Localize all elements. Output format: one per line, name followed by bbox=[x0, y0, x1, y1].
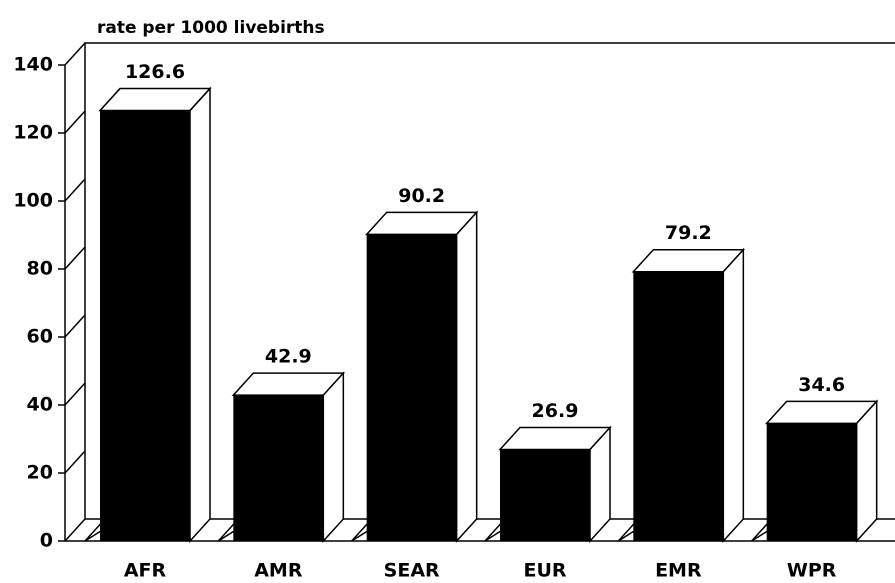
x-tick-label: EUR bbox=[523, 560, 566, 582]
tick-diagonal bbox=[64, 246, 86, 270]
bar-side bbox=[455, 210, 478, 543]
y-tick-label: 120 bbox=[13, 122, 53, 144]
tick-diagonal bbox=[64, 178, 86, 202]
bar bbox=[766, 423, 857, 541]
value-label: 42.9 bbox=[265, 346, 312, 368]
x-tick-label: AMR bbox=[254, 560, 303, 582]
axis-title: rate per 1000 livebirths bbox=[97, 18, 325, 38]
bar bbox=[500, 449, 590, 541]
value-label: 79.2 bbox=[665, 222, 712, 244]
bar bbox=[100, 110, 190, 541]
value-label: 26.9 bbox=[532, 400, 579, 422]
bar-side bbox=[855, 399, 878, 543]
bar bbox=[233, 395, 324, 541]
y-tick-label: 140 bbox=[13, 54, 53, 76]
tick-diagonal bbox=[64, 110, 86, 134]
x-tick-label: EMR bbox=[655, 560, 702, 582]
y-tick-label: 40 bbox=[27, 394, 53, 416]
bar-side bbox=[322, 371, 345, 543]
tick-diagonal bbox=[64, 518, 86, 542]
y-tick-label: 0 bbox=[40, 530, 53, 552]
y-tick-label: 60 bbox=[27, 326, 53, 348]
value-label: 34.6 bbox=[798, 374, 845, 396]
tick-diagonal bbox=[64, 42, 86, 66]
x-tick-label: AFR bbox=[124, 560, 167, 582]
tick-diagonal bbox=[64, 450, 86, 474]
bar-side bbox=[189, 86, 211, 543]
tick-diagonal bbox=[64, 314, 86, 338]
x-tick-label: SEAR bbox=[384, 560, 440, 582]
value-label: 90.2 bbox=[398, 185, 445, 207]
bar-side bbox=[722, 247, 745, 543]
y-tick-label: 80 bbox=[27, 258, 53, 280]
y-tick-label: 20 bbox=[27, 462, 53, 484]
bar bbox=[633, 271, 724, 541]
bar bbox=[366, 234, 457, 541]
tick-diagonal bbox=[64, 382, 86, 406]
value-label: 126.6 bbox=[125, 61, 185, 83]
y-tick-label: 100 bbox=[13, 190, 53, 212]
x-tick-label: WPR bbox=[787, 560, 837, 582]
